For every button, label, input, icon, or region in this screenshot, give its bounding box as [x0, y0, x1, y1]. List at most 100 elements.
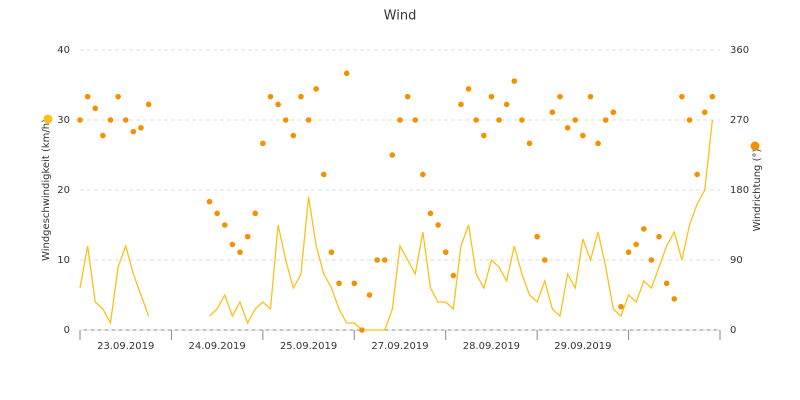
y-tick-label: 0 [64, 325, 70, 336]
x-tick-label: 27.09.2019 [371, 341, 428, 352]
direction-point [397, 117, 403, 123]
direction-point [610, 109, 617, 116]
direction-point [511, 78, 518, 84]
speed-line [79, 119, 714, 331]
direction-point [633, 241, 639, 248]
y-tick-label: 40 [57, 45, 70, 56]
direction-point [481, 132, 487, 139]
direction-point [229, 241, 236, 248]
direction-point [587, 93, 594, 100]
y-tick-label: 10 [57, 255, 70, 266]
direction-point [282, 117, 289, 123]
direction-point [321, 171, 327, 178]
direction-point [145, 101, 152, 108]
direction-point [534, 233, 540, 240]
direction-point [572, 117, 579, 123]
direction-point [420, 171, 426, 178]
direction-point [435, 222, 441, 228]
direction-point [625, 249, 632, 256]
direction-point [442, 249, 449, 256]
direction-point [564, 124, 571, 131]
direction-point [465, 86, 472, 92]
direction-point [709, 93, 716, 100]
direction-point [214, 210, 220, 217]
direction-point [122, 117, 129, 123]
x-tick-label: 29.09.2019 [554, 341, 611, 352]
direction-point [663, 280, 670, 287]
direction-point [526, 140, 533, 147]
direction-point [267, 93, 274, 100]
direction-point [244, 233, 251, 240]
direction-point [237, 249, 243, 256]
direction-point [374, 257, 380, 263]
direction-point [671, 296, 678, 302]
direction-point [389, 152, 396, 158]
direction-point [679, 93, 685, 100]
direction-point [359, 327, 365, 333]
direction-point [648, 257, 655, 263]
direction-point [458, 101, 464, 108]
direction-point [328, 249, 335, 256]
axis-title: Windgeschwindigkeit (km/h) [41, 119, 52, 261]
axis-title: Windrichtung (°) [752, 149, 763, 232]
y2-tick-label: 180 [730, 185, 749, 196]
direction-point [252, 210, 259, 217]
direction-point [641, 226, 647, 232]
direction-point [221, 222, 228, 228]
y2-tick-label: 0 [730, 325, 736, 336]
y-tick-label: 20 [57, 185, 70, 196]
direction-point [701, 109, 708, 116]
direction-point [351, 280, 358, 287]
direction-point [694, 171, 700, 178]
direction-point [260, 140, 266, 147]
direction-point [115, 93, 121, 100]
direction-point [84, 93, 91, 100]
direction-point [138, 124, 144, 131]
x-tick-label: 25.09.2019 [280, 341, 337, 352]
direction-point [488, 93, 495, 100]
direction-point [412, 117, 419, 123]
x-tick-label: 24.09.2019 [189, 341, 246, 352]
x-tick-label: 23.09.2019 [97, 341, 154, 352]
direction-point [381, 257, 388, 263]
direction-point [77, 117, 83, 123]
y2-tick-label: 270 [730, 115, 749, 126]
direction-point [549, 109, 556, 116]
direction-point [275, 101, 281, 108]
direction-point [503, 101, 510, 108]
direction-point [92, 105, 99, 112]
direction-point [595, 140, 601, 147]
direction-point [541, 257, 548, 263]
direction-point [450, 272, 457, 279]
direction-point [557, 93, 563, 100]
direction-point [336, 280, 342, 287]
legend-marker [43, 114, 53, 124]
direction-point [305, 117, 312, 123]
direction-point [656, 233, 662, 240]
direction-point [107, 117, 114, 123]
y2-tick-label: 360 [730, 45, 749, 56]
direction-point [206, 198, 213, 205]
direction-point [290, 132, 297, 139]
y-tick-label: 30 [57, 115, 70, 126]
y2-tick-label: 90 [730, 255, 743, 266]
direction-point [404, 93, 411, 100]
direction-point [100, 132, 106, 139]
direction-point [366, 292, 373, 298]
direction-point [130, 128, 137, 135]
direction-point [686, 117, 693, 123]
direction-point [298, 93, 304, 100]
direction-point [580, 132, 586, 139]
direction-point [496, 117, 502, 123]
direction-point [427, 210, 434, 217]
direction-point [618, 303, 624, 310]
direction-point [519, 117, 525, 123]
x-tick-label: 28.09.2019 [463, 341, 520, 352]
chart-title: Wind [384, 9, 417, 24]
direction-point [313, 86, 319, 92]
legend-marker [750, 141, 760, 151]
direction-point [473, 117, 479, 123]
direction-point [602, 117, 609, 123]
